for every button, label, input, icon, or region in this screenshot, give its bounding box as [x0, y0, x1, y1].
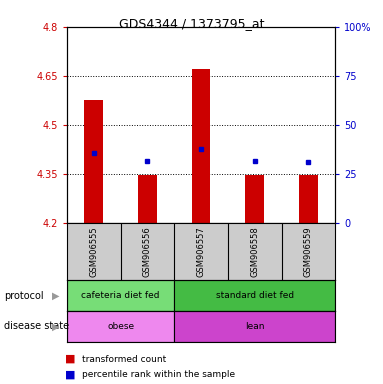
Bar — [67, 311, 174, 342]
Bar — [138, 175, 157, 223]
Text: GSM906557: GSM906557 — [196, 226, 206, 277]
Text: obese: obese — [107, 322, 134, 331]
Text: standard diet fed: standard diet fed — [216, 291, 294, 300]
Text: percentile rank within the sample: percentile rank within the sample — [82, 370, 236, 379]
Text: GDS4344 / 1373795_at: GDS4344 / 1373795_at — [119, 17, 264, 30]
Text: ■: ■ — [65, 369, 75, 379]
Text: GSM906558: GSM906558 — [250, 226, 259, 277]
Text: ▶: ▶ — [52, 321, 59, 331]
Bar — [299, 175, 318, 223]
Bar — [84, 100, 103, 223]
Bar — [192, 69, 211, 223]
Text: GSM906555: GSM906555 — [89, 226, 98, 277]
Text: lean: lean — [245, 322, 264, 331]
Text: ▶: ▶ — [52, 291, 59, 301]
Text: cafeteria diet fed: cafeteria diet fed — [82, 291, 160, 300]
Text: GSM906559: GSM906559 — [304, 226, 313, 277]
Text: GSM906556: GSM906556 — [143, 226, 152, 277]
Bar — [67, 280, 174, 311]
Bar — [174, 280, 335, 311]
Bar — [174, 311, 335, 342]
Text: transformed count: transformed count — [82, 354, 167, 364]
Text: protocol: protocol — [4, 291, 43, 301]
Text: disease state: disease state — [4, 321, 69, 331]
Bar — [246, 175, 264, 223]
Text: ■: ■ — [65, 354, 75, 364]
